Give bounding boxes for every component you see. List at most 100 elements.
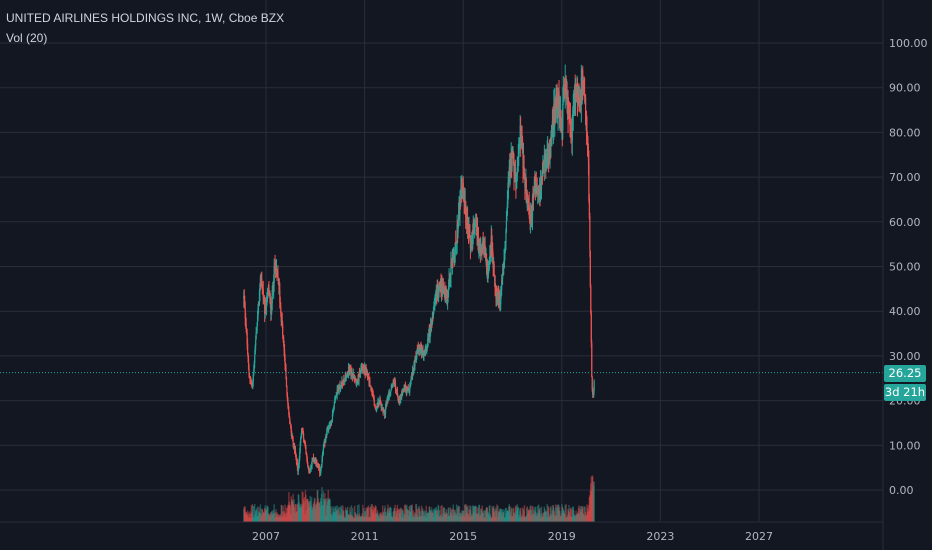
candle-body — [571, 116, 573, 142]
volume-bar — [554, 516, 556, 522]
volume-bar — [477, 512, 480, 522]
volume-bar — [383, 515, 385, 522]
candle-body — [591, 376, 593, 390]
volume-bar — [377, 512, 379, 522]
candle-body — [454, 243, 456, 252]
volume-bar — [487, 512, 490, 522]
volume-bar — [375, 513, 378, 522]
volume-bar — [581, 506, 583, 522]
volume-bar — [523, 510, 525, 522]
candle-body — [575, 93, 578, 95]
candle-body — [569, 118, 572, 131]
volume-bar — [321, 487, 323, 522]
price-axis[interactable]: 0.0010.0020.0030.0040.0050.0060.0070.008… — [882, 0, 928, 550]
volume-bar — [455, 504, 458, 522]
volume-bar — [503, 509, 505, 522]
volume-bar — [560, 516, 562, 522]
volume-bar — [389, 506, 391, 522]
volume-bar — [399, 512, 401, 522]
volume-bar — [463, 511, 465, 522]
volume-bar — [254, 514, 256, 522]
volume-bar — [542, 513, 545, 522]
volume-bar — [562, 507, 564, 522]
candle-body — [392, 384, 394, 388]
candle-body — [533, 178, 536, 192]
volume-bar — [509, 511, 511, 522]
volume-bar — [525, 517, 527, 522]
candle-body — [588, 199, 590, 218]
volume-bar — [476, 514, 478, 522]
volume-bar — [360, 516, 362, 522]
volume-bar — [243, 508, 245, 522]
volume-bar — [285, 517, 287, 522]
volume-bar — [532, 506, 534, 522]
volume-bar — [396, 508, 398, 522]
volume-bar — [572, 506, 574, 522]
volume-bar — [436, 510, 438, 522]
volume-bar — [385, 515, 388, 522]
volume-bar — [519, 507, 522, 522]
volume-bar — [448, 515, 450, 522]
volume-bar — [460, 516, 463, 522]
volume-bar — [408, 506, 410, 522]
volume-bar — [446, 516, 449, 522]
candle-body — [384, 406, 387, 414]
candle-body — [290, 426, 292, 433]
candle-body — [274, 264, 276, 266]
volume-bar — [492, 505, 495, 522]
volume-bar — [498, 510, 500, 522]
volume-bar — [316, 502, 318, 522]
volume-bar — [374, 505, 377, 522]
volume-bar — [592, 485, 595, 522]
candle-body — [383, 409, 385, 412]
volume-bar — [369, 507, 371, 522]
candle-body — [331, 413, 334, 421]
volume-bar — [464, 504, 466, 522]
volume-bar — [582, 513, 584, 522]
volume-bar — [246, 510, 249, 522]
candle-body — [390, 388, 392, 391]
volume-bar — [473, 511, 475, 522]
volume-bar — [515, 505, 517, 522]
volume-bar — [555, 515, 558, 522]
volume-bar — [580, 509, 583, 522]
candle-body — [562, 104, 564, 130]
candle-body — [333, 401, 335, 406]
volume-bar — [484, 517, 486, 522]
volume-bar — [546, 504, 548, 522]
volume-indicator-label[interactable]: Vol (20) — [6, 31, 48, 45]
candle-body — [537, 193, 539, 196]
volume-bar — [371, 508, 373, 522]
time-axis[interactable]: 2007 2011 2015 2019 2023 2027 — [0, 521, 883, 543]
volume-bar — [528, 510, 531, 522]
volume-bar — [331, 506, 333, 522]
volume-bar — [561, 504, 563, 522]
volume-bar — [458, 516, 460, 522]
volume-bar — [340, 505, 343, 522]
volume-bar — [387, 513, 390, 522]
volume-bar — [583, 515, 586, 522]
volume-bar — [564, 513, 566, 522]
volume-bar — [529, 505, 532, 522]
volume-bar — [430, 512, 432, 522]
volume-bar — [361, 515, 363, 522]
symbol-title[interactable]: UNITED AIRLINES HOLDINGS INC, 1W, Cboe B… — [6, 11, 285, 25]
volume-bar — [308, 502, 310, 522]
x-tick-label: 2019 — [548, 530, 576, 543]
candle-body — [377, 401, 379, 407]
candle-body — [307, 463, 309, 467]
volume-bar — [519, 511, 521, 522]
volume-bar — [362, 504, 364, 522]
volume-bar — [565, 504, 567, 522]
volume-bar — [462, 510, 464, 522]
candle-body — [323, 443, 325, 447]
candle-body — [353, 374, 355, 375]
volume-bar — [243, 506, 245, 522]
volume-bar — [557, 504, 559, 522]
volume-bar — [588, 497, 591, 522]
volume-bar — [272, 513, 274, 522]
volume-bar — [530, 514, 532, 522]
volume-bar — [527, 513, 529, 522]
